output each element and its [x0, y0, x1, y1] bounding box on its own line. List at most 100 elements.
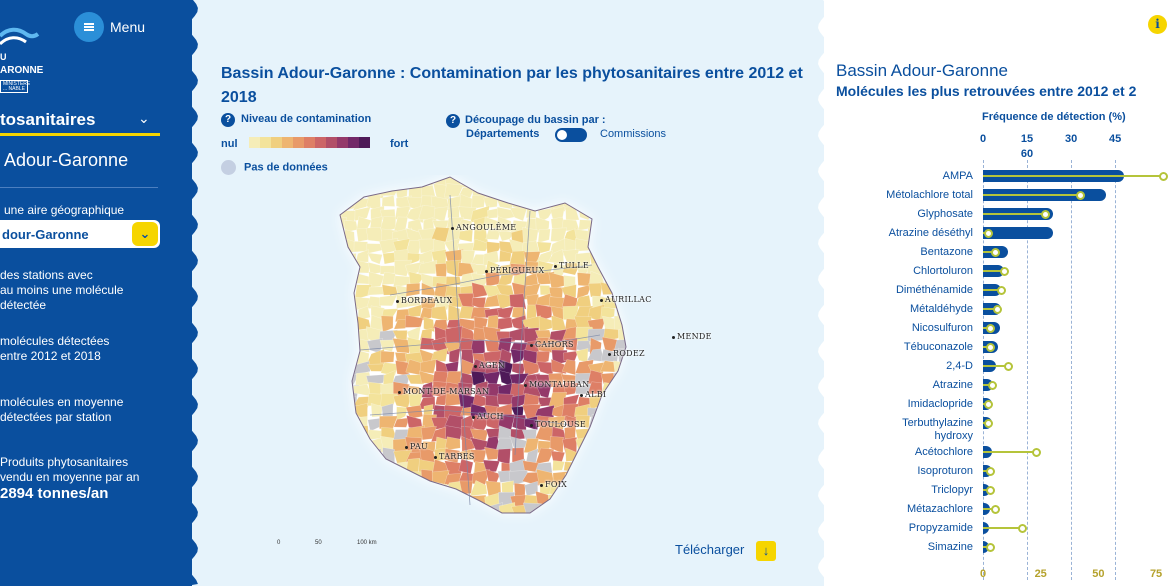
map-zone[interactable]	[355, 175, 373, 191]
map-zone[interactable]	[435, 262, 448, 278]
map-zone[interactable]	[469, 480, 488, 497]
map-zone[interactable]	[629, 525, 630, 530]
map-zone[interactable]	[566, 176, 579, 190]
map-zone[interactable]	[522, 502, 542, 517]
map-zone[interactable]	[371, 528, 385, 530]
lollipop-dot[interactable]	[990, 248, 1000, 257]
map-zone[interactable]	[613, 195, 630, 213]
map-zone[interactable]	[627, 272, 630, 288]
map-zone[interactable]	[589, 482, 605, 497]
map-zone[interactable]	[330, 371, 346, 387]
map-zone[interactable]	[509, 175, 525, 188]
map-zone[interactable]	[404, 314, 424, 328]
lollipop-dot[interactable]	[985, 543, 995, 552]
map-zone[interactable]	[617, 185, 630, 201]
map-zone[interactable]	[602, 227, 617, 243]
map-zone[interactable]	[613, 175, 630, 191]
map-zone[interactable]	[538, 514, 549, 529]
map-zone[interactable]	[458, 527, 472, 530]
map-zone[interactable]	[330, 426, 346, 442]
map-zone[interactable]	[629, 460, 630, 471]
map-zone[interactable]	[600, 505, 619, 517]
map-zone[interactable]	[431, 495, 450, 509]
map-zone[interactable]	[331, 502, 343, 516]
map-zone[interactable]	[613, 360, 630, 374]
bar[interactable]	[983, 227, 1054, 239]
chevron-down-icon[interactable]: ⌄	[132, 222, 158, 246]
map-zone[interactable]	[406, 491, 420, 507]
map-zone[interactable]	[575, 450, 592, 465]
map-zone[interactable]	[330, 381, 347, 398]
map-zone[interactable]	[510, 428, 525, 440]
map-zone[interactable]	[331, 284, 348, 298]
map-zone[interactable]	[576, 284, 592, 300]
map-zone[interactable]	[330, 359, 347, 373]
map-zone[interactable]	[342, 182, 357, 200]
map-zone[interactable]	[393, 517, 407, 530]
map-zone[interactable]	[522, 240, 541, 255]
map-zone[interactable]	[355, 494, 372, 507]
map-zone[interactable]	[601, 493, 620, 506]
map-zone[interactable]	[352, 463, 372, 474]
map-zone[interactable]	[340, 327, 358, 343]
map-zone[interactable]	[588, 424, 605, 440]
map-zone[interactable]	[627, 262, 630, 278]
lollipop-dot[interactable]	[985, 467, 995, 476]
map-zone[interactable]	[340, 528, 359, 530]
map-zone[interactable]	[574, 506, 593, 516]
theme-selector[interactable]: tosanitaires ⌄	[0, 102, 160, 136]
map-zone[interactable]	[628, 185, 630, 199]
menu-button[interactable]	[74, 12, 104, 42]
map-zone[interactable]	[380, 315, 394, 333]
lollipop-dot[interactable]	[983, 229, 993, 238]
map-zone[interactable]	[536, 241, 552, 254]
lollipop-dot[interactable]	[1018, 524, 1028, 533]
map-zone[interactable]	[330, 415, 346, 429]
map-zone[interactable]	[613, 272, 629, 284]
map-zone[interactable]	[601, 515, 618, 527]
map-zone[interactable]	[406, 374, 425, 385]
map-zone[interactable]	[340, 483, 357, 496]
map-zone[interactable]	[629, 209, 630, 221]
map-zone[interactable]	[601, 238, 619, 254]
map-zone[interactable]	[499, 515, 514, 529]
map-zone[interactable]	[522, 183, 541, 198]
map-zone[interactable]	[471, 517, 489, 530]
map-zone[interactable]	[485, 527, 503, 530]
map-zone[interactable]	[617, 515, 630, 530]
map-zone[interactable]	[330, 528, 346, 530]
map-zone[interactable]	[586, 506, 605, 518]
map-zone[interactable]	[535, 447, 555, 465]
map-zone[interactable]	[600, 406, 616, 421]
map-zone[interactable]	[627, 429, 630, 443]
map-zone[interactable]	[614, 413, 628, 430]
map-zone[interactable]	[330, 228, 346, 240]
lollipop-dot[interactable]	[1159, 172, 1168, 181]
map-zone[interactable]	[419, 502, 436, 515]
map-zone[interactable]	[536, 185, 554, 196]
lollipop-dot[interactable]	[985, 343, 995, 352]
map-zone[interactable]	[457, 504, 473, 520]
split-toggle[interactable]	[555, 128, 587, 142]
map-zone[interactable]	[601, 414, 621, 432]
map-zone[interactable]	[625, 304, 630, 323]
map-zone[interactable]	[626, 372, 630, 387]
map-zone[interactable]	[522, 359, 540, 377]
map-zone[interactable]	[535, 175, 554, 186]
map-zone[interactable]	[340, 253, 357, 267]
map-zone[interactable]	[444, 436, 461, 451]
map-zone[interactable]	[431, 506, 448, 519]
lollipop-dot[interactable]	[983, 419, 993, 428]
map-zone[interactable]	[393, 319, 409, 330]
map-zone[interactable]	[600, 248, 619, 267]
lollipop-dot[interactable]	[1004, 362, 1014, 371]
map-zone[interactable]	[330, 175, 344, 188]
map-zone[interactable]	[355, 249, 369, 263]
map-zone[interactable]	[548, 507, 568, 514]
map-zone[interactable]	[589, 239, 605, 256]
map-zone[interactable]	[627, 362, 630, 374]
map-zone[interactable]	[434, 529, 450, 530]
map-zone[interactable]	[564, 525, 577, 530]
map-zone[interactable]	[613, 438, 630, 454]
map-zone[interactable]	[629, 229, 630, 242]
